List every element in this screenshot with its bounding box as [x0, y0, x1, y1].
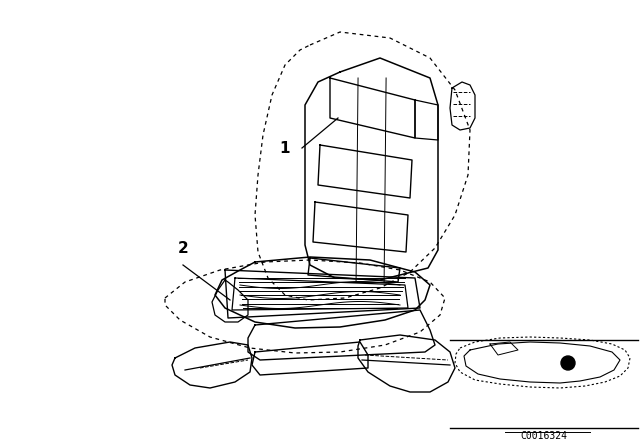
Text: C0016324: C0016324	[520, 431, 568, 441]
Text: 2: 2	[178, 241, 188, 255]
Text: 1: 1	[280, 141, 291, 155]
Circle shape	[561, 356, 575, 370]
